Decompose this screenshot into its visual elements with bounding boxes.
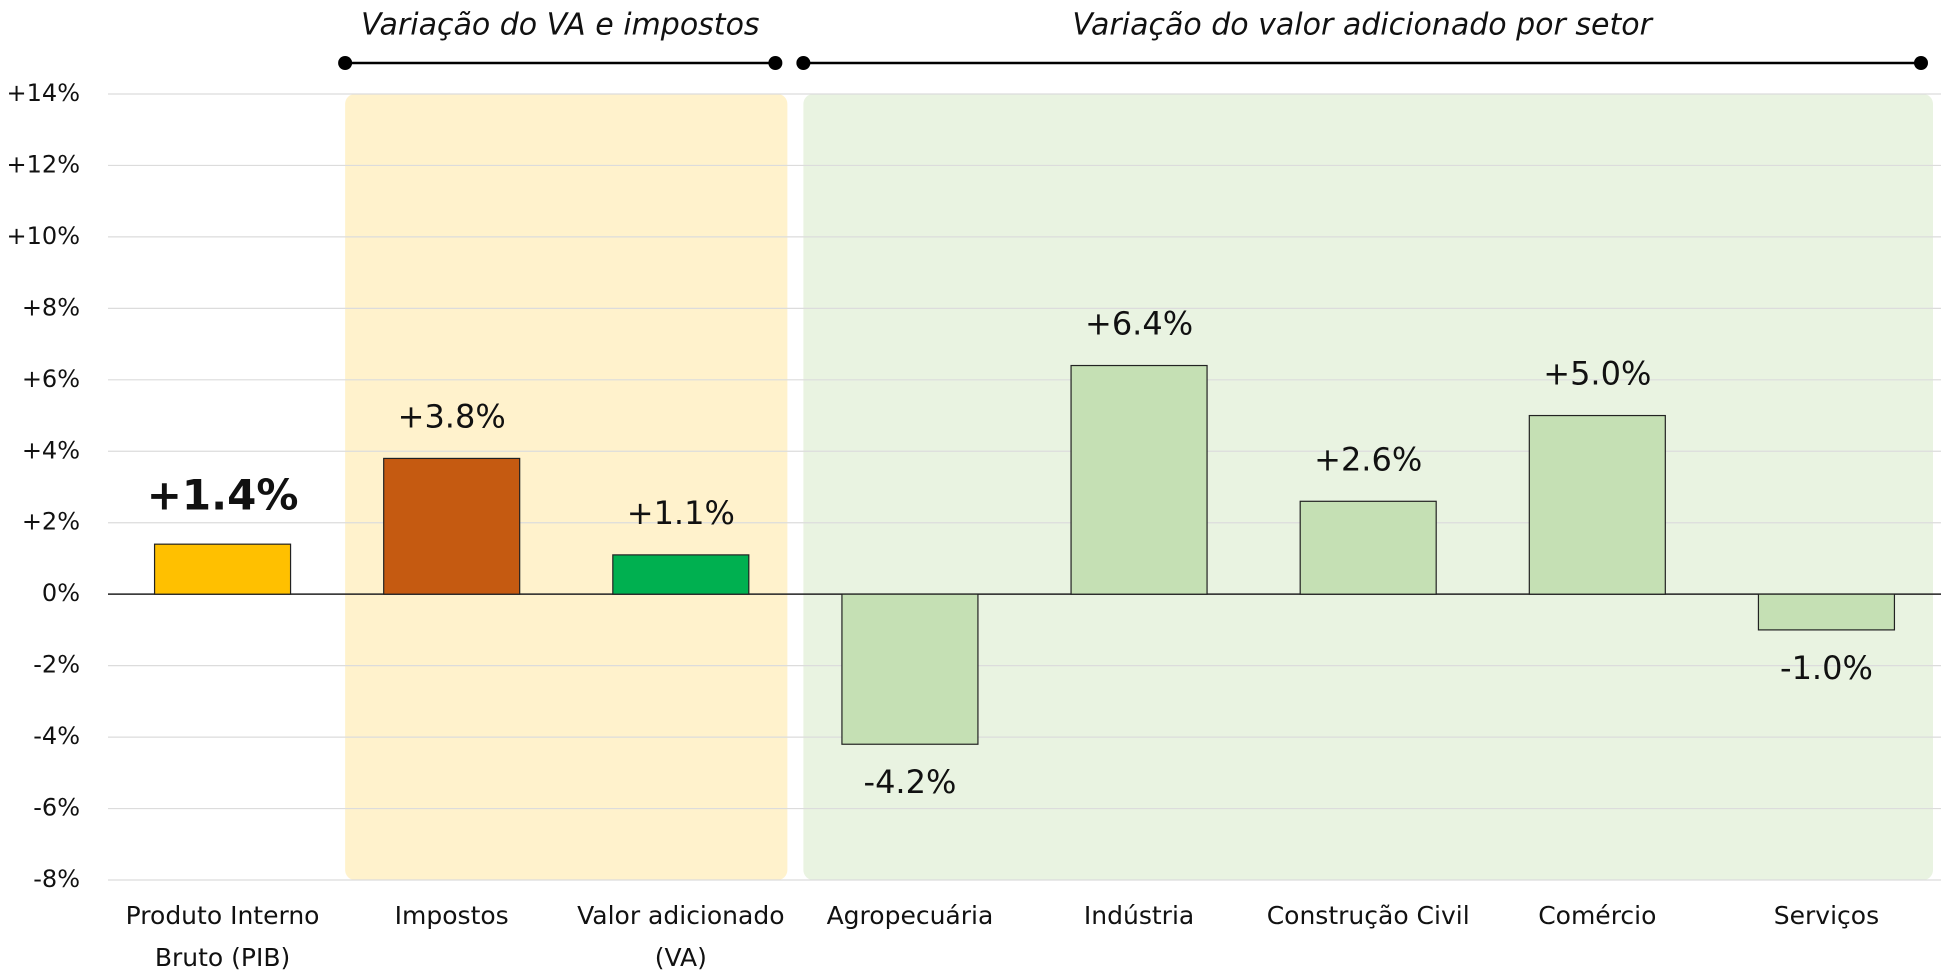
value-label: +1.4% [147, 471, 299, 520]
bracket-dot [796, 56, 811, 70]
bar [1528, 414, 1666, 595]
group-title: Variação do VA e impostos [361, 8, 760, 43]
value-label: +6.4% [1085, 305, 1193, 343]
x-tick-label: Indústria [1084, 901, 1194, 930]
bar [383, 457, 521, 595]
bar [153, 543, 292, 595]
y-tick-label: -2% [33, 651, 80, 679]
y-tick-label: 0% [42, 579, 80, 607]
y-tick-label: +2% [22, 508, 80, 536]
bar [1299, 500, 1437, 595]
x-tick-label: Serviços [1774, 901, 1879, 930]
bracket-dot [1914, 56, 1928, 70]
x-tick-label: Agropecuária [827, 901, 994, 930]
value-label: -1.0% [1780, 649, 1873, 687]
y-tick-label: -8% [33, 865, 80, 893]
x-tick-label: Impostos [395, 901, 509, 930]
y-tick-label: -4% [33, 722, 80, 750]
bar [1070, 364, 1208, 595]
y-tick-label: -6% [33, 794, 80, 822]
group-title: Variação do valor adicionado por setor [1072, 8, 1653, 43]
bracket-dot [768, 56, 783, 70]
value-label: -4.2% [864, 763, 957, 801]
group-background [345, 94, 788, 880]
value-label: +1.1% [627, 494, 735, 532]
x-tick-label: Construção Civil [1267, 901, 1470, 930]
y-tick-label: +4% [22, 436, 80, 464]
value-label: +3.8% [398, 397, 506, 435]
bar [1757, 593, 1896, 631]
y-tick-label: +6% [22, 365, 80, 393]
bar [612, 554, 750, 595]
value-label: +5.0% [1543, 355, 1651, 393]
value-label: +2.6% [1314, 440, 1422, 478]
grid-layer [108, 93, 1941, 881]
x-tick-label: Comércio [1538, 901, 1656, 930]
x-tick-label: Valor adicionado (VA) [577, 901, 784, 972]
x-tick-label: Produto Interno Bruto (PIB) [126, 901, 320, 972]
y-tick-label: +10% [7, 222, 80, 250]
group-background [803, 94, 1933, 880]
y-tick-label: +14% [7, 79, 80, 107]
y-tick-label: +8% [22, 293, 80, 321]
y-tick-label: +12% [7, 150, 80, 178]
bar [841, 593, 979, 745]
bracket-dot [338, 56, 353, 70]
